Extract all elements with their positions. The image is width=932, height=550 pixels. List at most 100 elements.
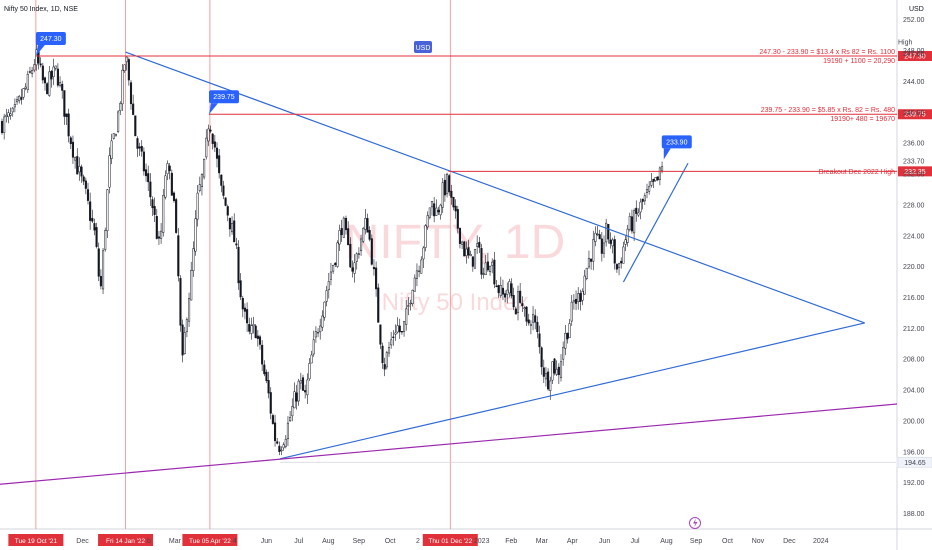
candle-body (562, 347, 565, 360)
candle-body (351, 267, 354, 272)
candle-body (476, 243, 479, 247)
candle-body (605, 222, 608, 243)
level-price-tag (898, 50, 932, 61)
candle-body (559, 361, 563, 378)
candle-body (501, 287, 504, 295)
candle-body (357, 253, 360, 256)
candle-body (308, 363, 311, 380)
candle-body (418, 270, 421, 272)
candle-body (463, 241, 466, 257)
price-callout-pointer (35, 44, 45, 56)
trend-line-ascending (279, 322, 865, 460)
level-price-tag-text: 232.35 (904, 169, 926, 176)
x-tick-label: Fri 14 Jan '22 (106, 538, 146, 545)
candle-body (618, 263, 621, 268)
candle-body (164, 175, 167, 198)
candle-body (235, 243, 238, 246)
candle-body (551, 361, 554, 381)
candle-body (536, 321, 539, 333)
candle-body (630, 216, 634, 232)
candle-body (592, 239, 595, 262)
candle-body (289, 417, 292, 422)
candle-body (594, 232, 597, 242)
candle-body (602, 242, 606, 254)
candle-body (484, 262, 487, 275)
candle-body (411, 289, 414, 304)
candle-body (478, 241, 481, 248)
currency-label[interactable]: USD (909, 6, 924, 13)
candle-body (121, 69, 124, 105)
candle-body (624, 239, 627, 245)
x-tick-label: Dec (76, 538, 89, 545)
candle-body (387, 347, 391, 354)
candle-body (581, 291, 584, 301)
candle-body (198, 184, 201, 191)
candle-body (598, 234, 601, 240)
candle-body (110, 140, 113, 159)
candle-body (392, 336, 395, 338)
candle-body (76, 156, 79, 175)
x-tick-label: Oct (722, 538, 733, 545)
candle-body (482, 273, 485, 275)
price-callout-text: 233.90 (666, 139, 688, 146)
level-note: Breakout Dec 2022 High (819, 169, 895, 176)
candle-body (170, 172, 173, 196)
candle-body (3, 116, 6, 133)
candle-body (97, 248, 100, 277)
currency-badge-text: USD (416, 45, 431, 52)
candle-body (80, 166, 83, 177)
candle-body (71, 141, 75, 158)
candle-body (661, 166, 664, 172)
candle-body (28, 71, 31, 73)
level-price-tag-text: 239.75 (904, 112, 926, 119)
candle-body (557, 366, 560, 376)
y-tick-label: 212.00 (903, 326, 925, 333)
candle-body (400, 331, 403, 333)
candle-body (497, 285, 500, 293)
candle-body (529, 323, 532, 326)
candle-body (344, 217, 348, 231)
y-tick-label: 220.00 (903, 264, 925, 271)
x-tick-label: Apr (567, 538, 579, 545)
candle-body (179, 278, 182, 326)
y-tick-label: 192.00 (903, 480, 925, 487)
candle-body (527, 319, 530, 324)
x-tick-label: Tue 19 Oct '21 (15, 538, 58, 545)
candle-body (609, 239, 612, 244)
candle-body (181, 324, 184, 356)
candle-body (542, 367, 545, 377)
candle-body (314, 331, 317, 338)
candle-body (140, 146, 143, 152)
x-tick-label: Jun (599, 538, 610, 545)
axis-label-text: High (898, 40, 913, 47)
candle-body (446, 173, 449, 195)
level-price-tag (898, 109, 932, 120)
candle-body (334, 262, 337, 266)
candle-body (355, 253, 358, 262)
candle-body (254, 325, 257, 339)
candle-body (639, 201, 642, 213)
candle-body (523, 307, 526, 310)
candle-body (540, 347, 543, 368)
candle-body (7, 112, 10, 118)
candle-body (183, 332, 186, 354)
candle-body (613, 239, 616, 264)
y-tick-label: 224.00 (903, 233, 925, 240)
candle-body (443, 179, 446, 196)
candle-body (196, 192, 199, 220)
candle-body (112, 133, 115, 139)
candle-body (213, 141, 216, 148)
candle-body (413, 277, 416, 292)
candle-body (256, 335, 259, 339)
candle-body (194, 218, 197, 252)
candle-body (241, 298, 244, 310)
candle-body (271, 415, 274, 424)
candle-body (587, 258, 591, 268)
candle-body (160, 230, 163, 239)
candle-body (52, 66, 55, 77)
candle-body (415, 270, 418, 279)
x-highlight-tag (422, 534, 478, 546)
price-callout-pointer (209, 103, 219, 115)
